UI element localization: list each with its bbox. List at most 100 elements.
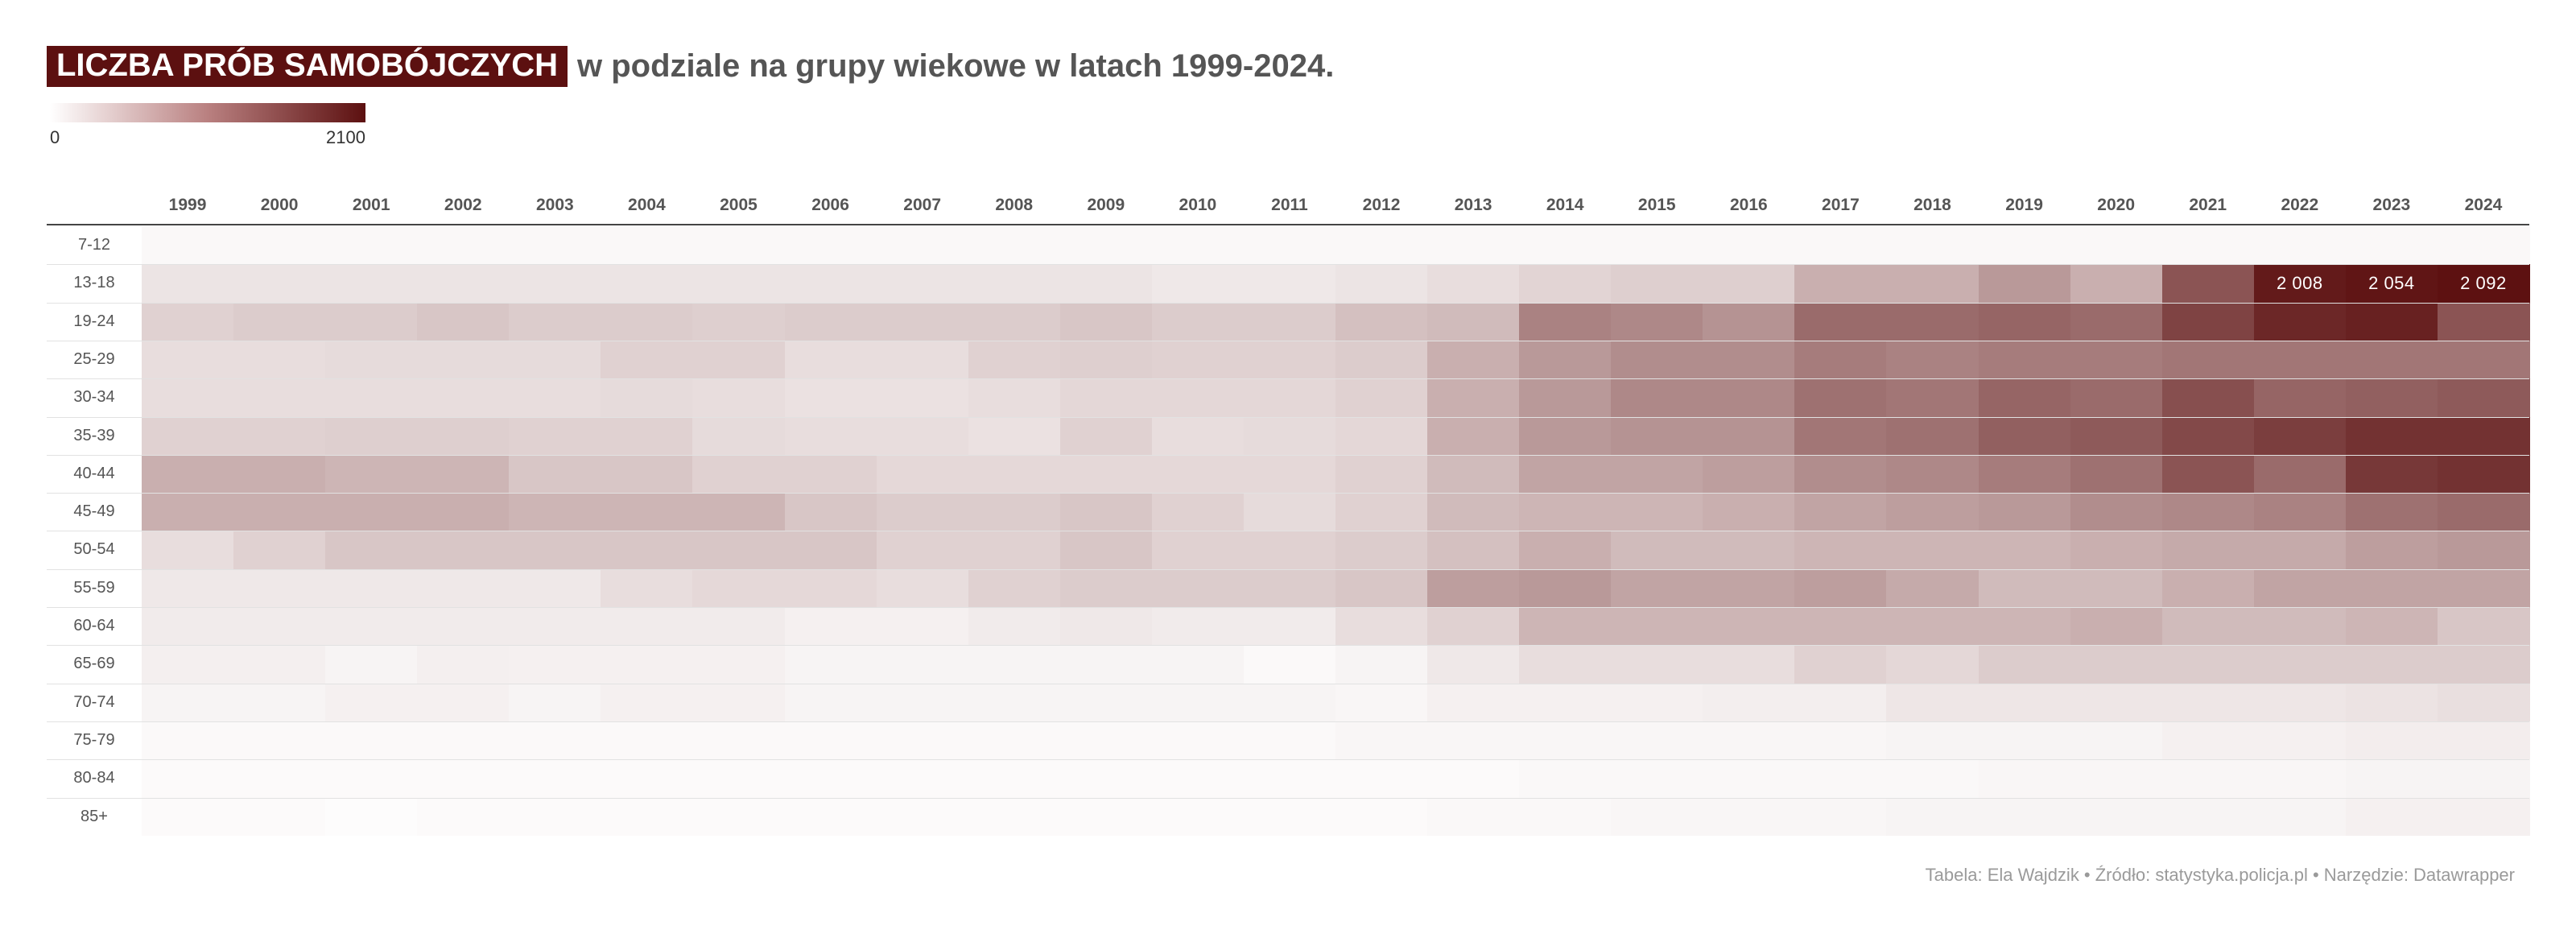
heatmap-cell — [417, 454, 510, 494]
heatmap-cell — [2070, 340, 2163, 379]
year-header: 2007 — [903, 196, 941, 214]
heatmap-cell — [233, 340, 326, 379]
heatmap-cell — [1151, 645, 1245, 684]
heatmap-cell — [2070, 454, 2163, 494]
heatmap-cell — [1335, 378, 1428, 417]
heatmap-cell — [509, 607, 601, 646]
heatmap-cell — [968, 721, 1061, 760]
heatmap-cell — [142, 759, 234, 798]
year-header: 2009 — [1087, 196, 1125, 214]
heatmap-cell — [233, 797, 326, 837]
cell-value-label: 2 092 — [2460, 273, 2507, 294]
heatmap-cell — [2437, 264, 2530, 303]
heatmap-cell — [601, 340, 694, 379]
heatmap-cell — [784, 721, 877, 760]
heatmap-cell — [692, 568, 786, 608]
row-divider — [47, 493, 2529, 494]
heatmap-cell — [1151, 493, 1245, 531]
heatmap-cell — [1611, 493, 1703, 531]
heatmap-cell — [876, 531, 969, 570]
heatmap-cell — [876, 493, 969, 531]
heatmap-cell — [2070, 568, 2163, 608]
year-header: 2003 — [535, 196, 574, 214]
heatmap-cell — [1243, 645, 1336, 684]
heatmap-cell — [1886, 454, 1979, 494]
heatmap-cell — [692, 378, 786, 417]
heatmap-cell — [876, 645, 969, 684]
year-header: 2014 — [1546, 196, 1584, 214]
heatmap-cell — [968, 416, 1061, 456]
heatmap-cell — [1519, 264, 1612, 303]
heatmap-cell — [1794, 416, 1888, 456]
cell-value-label: 2 054 — [2368, 273, 2415, 294]
heatmap-cell — [2161, 226, 2255, 265]
heatmap-cell — [2437, 645, 2530, 684]
year-header: 2000 — [260, 196, 299, 214]
heatmap-cell — [1794, 454, 1888, 494]
row-divider — [47, 302, 2529, 304]
heatmap-cell — [1794, 797, 1888, 837]
heatmap-cell — [1978, 340, 2071, 379]
heatmap-cell — [601, 226, 694, 265]
age-group-label: 55-59 — [73, 578, 115, 597]
heatmap-cell — [1059, 607, 1153, 646]
heatmap-cell — [1978, 568, 2071, 608]
year-header: 2011 — [1271, 196, 1308, 214]
age-group-label: 7-12 — [77, 236, 111, 254]
heatmap-cell — [1886, 645, 1979, 684]
heatmap-cell — [233, 721, 326, 760]
heatmap-cell — [1703, 759, 1795, 798]
heatmap-cell — [2161, 264, 2255, 303]
heatmap-cell — [1703, 568, 1795, 608]
heatmap-cell — [1427, 683, 1520, 722]
heatmap-cell — [784, 493, 877, 531]
heatmap-cell — [1886, 721, 1979, 760]
heatmap-cell — [1794, 531, 1888, 570]
heatmap-cell — [2161, 721, 2255, 760]
heatmap-cell — [142, 416, 234, 456]
heatmap-cell — [784, 454, 877, 494]
heatmap-cell — [142, 454, 234, 494]
year-header: 2006 — [811, 196, 849, 214]
heatmap-cell — [1886, 531, 1979, 570]
heatmap-cell — [876, 340, 969, 379]
heatmap-cell — [1427, 721, 1520, 760]
heatmap-cell — [784, 340, 877, 379]
heatmap-cell — [1243, 302, 1336, 341]
heatmap-cell — [2437, 797, 2530, 837]
heatmap-cell — [601, 759, 694, 798]
heatmap-cell — [1427, 340, 1520, 379]
heatmap-cell — [1151, 607, 1245, 646]
heatmap-cell — [1794, 607, 1888, 646]
heatmap-cell — [142, 797, 234, 837]
heatmap-cell — [968, 797, 1061, 837]
heatmap-cell — [1519, 759, 1612, 798]
heatmap-cell — [1519, 531, 1612, 570]
heatmap-cell — [1335, 645, 1428, 684]
heatmap-cell — [2161, 378, 2255, 417]
heatmap-cell — [1335, 416, 1428, 456]
heatmap-cell — [1519, 607, 1612, 646]
heatmap-cell — [2161, 759, 2255, 798]
heatmap-cell — [509, 454, 601, 494]
heatmap-cell — [968, 493, 1061, 531]
heatmap-cell — [2345, 759, 2438, 798]
row-divider — [47, 454, 2529, 456]
heatmap-cell — [325, 607, 418, 646]
heatmap-cell — [692, 645, 786, 684]
heatmap-cell — [1151, 683, 1245, 722]
heatmap-cell — [417, 568, 510, 608]
heatmap-cell — [692, 416, 786, 456]
heatmap-cell — [2437, 226, 2530, 265]
heatmap-cell — [1611, 683, 1703, 722]
heatmap-cell — [1978, 493, 2071, 531]
heatmap-cell — [2345, 568, 2438, 608]
heatmap-cell — [1519, 797, 1612, 837]
heatmap-cell — [1427, 416, 1520, 456]
heatmap-cell — [1151, 721, 1245, 760]
heatmap-cell — [2345, 416, 2438, 456]
title-rest: w podziale na grupy wiekowe w latach 199… — [576, 48, 1335, 84]
heatmap-cell — [325, 264, 418, 303]
heatmap-cell — [1059, 340, 1153, 379]
heatmap-cell — [692, 454, 786, 494]
